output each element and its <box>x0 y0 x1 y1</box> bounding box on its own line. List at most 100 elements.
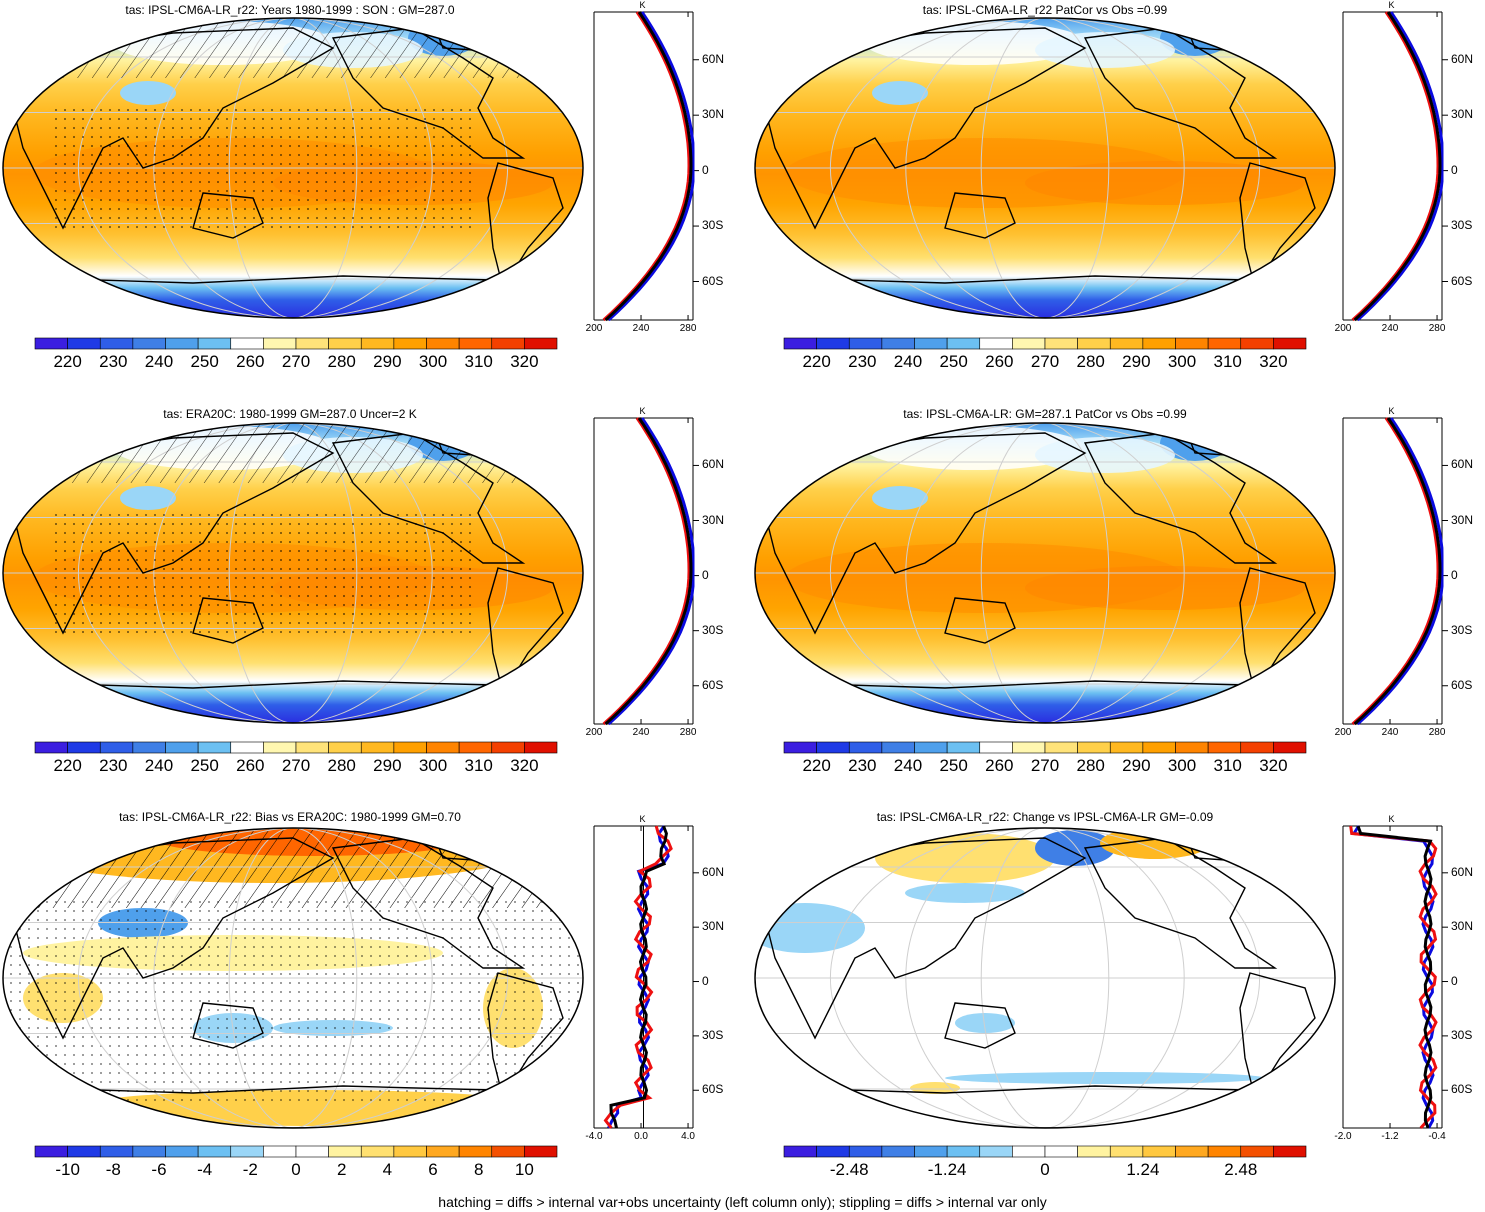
colorbar-swatch <box>881 741 915 754</box>
colorbar-tick-label: -1.24 <box>927 1160 967 1179</box>
colorbar-tick-label: 310 <box>464 756 493 775</box>
lat-tick-label: 0 <box>1451 973 1458 988</box>
lat-tick-label: 0 <box>702 162 709 177</box>
colorbar-swatch <box>165 337 199 350</box>
colorbar-tick-label: 240 <box>893 352 923 371</box>
profile-line <box>1356 417 1444 726</box>
colorbar-tick-label: 1.24 <box>1126 1160 1160 1179</box>
profile-x-tick: 4.0 <box>681 1131 695 1142</box>
colorbar-swatch <box>197 1145 232 1158</box>
profile-x-tick: 280 <box>679 323 697 334</box>
colorbar-tick-label: 300 <box>1167 352 1197 371</box>
colorbar-swatch <box>1207 741 1242 754</box>
profile-line <box>607 11 695 322</box>
colorbar-tick-label: 10 <box>514 1160 534 1179</box>
colorbar-tick-label: 320 <box>510 352 539 371</box>
map-panel-3 <box>2 422 584 724</box>
zonal-profile-4 <box>1342 417 1448 726</box>
coastline <box>331 837 526 969</box>
colorbar-swatch <box>458 337 493 350</box>
colorbar-tick-label: 230 <box>848 352 877 371</box>
profile-unit: K <box>639 406 646 416</box>
colorbar-swatch <box>328 1145 362 1158</box>
colorbar-swatch <box>393 337 427 350</box>
profile-x-tick: 200 <box>1334 727 1352 738</box>
colorbar-swatch <box>295 337 329 350</box>
lat-tick-label: 60S <box>1451 273 1473 288</box>
colorbar-swatch <box>914 741 948 754</box>
profile-x-tick: 240 <box>1381 727 1399 738</box>
colorbar-swatch <box>360 337 395 350</box>
colorbar-tick-label: 290 <box>373 756 402 775</box>
colorbar-swatch <box>946 741 981 754</box>
profile-line <box>607 825 670 1129</box>
colorbar-swatch <box>816 1145 850 1158</box>
profile-line <box>604 11 693 322</box>
colorbar-swatch <box>524 1145 558 1158</box>
colorbar-swatch <box>1142 1145 1176 1158</box>
profile-unit: K <box>1388 406 1395 416</box>
colorbar-swatch <box>914 1145 948 1158</box>
lat-tick-label: 0 <box>1451 162 1458 177</box>
colorbar-swatch <box>1012 1145 1046 1158</box>
colorbar-tick-label: 270 <box>281 756 311 775</box>
colorbar-tick-label: 240 <box>144 352 174 371</box>
colorbar-tick-label: 260 <box>236 352 265 371</box>
colorbar-swatch <box>979 1145 1013 1158</box>
map-panel-4 <box>754 422 1336 724</box>
lat-tick-label: 30S <box>702 1027 724 1042</box>
colorbar-swatch <box>1207 1145 1242 1158</box>
colorbar-swatch <box>426 337 460 350</box>
profile-x-tick: 240 <box>632 323 650 334</box>
profile-line <box>602 417 691 726</box>
coastline <box>764 837 1087 1040</box>
profile-line <box>1353 11 1442 322</box>
colorbar-tick-label: -2 <box>242 1160 258 1179</box>
colorbar-swatch <box>328 741 362 754</box>
lat-tick-label: 60S <box>702 1082 724 1097</box>
colorbar-tick-label: 320 <box>1259 756 1288 775</box>
coastline <box>944 597 1016 644</box>
zonal-profile-6 <box>1342 825 1448 1130</box>
panel-title-1: tas: IPSL-CM6A-LR_r22: Years 1980-1999 :… <box>125 3 455 17</box>
colorbar-swatch <box>230 337 264 350</box>
colorbar-swatch <box>491 1145 525 1158</box>
panel-title-3: tas: ERA20C: 1980-1999 GM=287.0 Uncer=2 … <box>163 407 417 421</box>
colorbar-swatch <box>165 741 199 754</box>
profile-line <box>603 825 673 1129</box>
lat-tick-label: 30N <box>702 512 725 527</box>
coastline <box>764 432 1087 635</box>
colorbar-tick-label: 220 <box>802 756 831 775</box>
lat-tick-label: 30S <box>1451 622 1473 637</box>
colorbar-tick-label: 250 <box>190 756 219 775</box>
coastline <box>1083 27 1278 159</box>
colorbar-swatch <box>1175 741 1209 754</box>
colorbar-swatch <box>99 1145 134 1158</box>
colorbar-tick-label: 230 <box>99 352 128 371</box>
colorbar-swatch <box>67 1145 101 1158</box>
lat-tick-label: 30S <box>1451 218 1473 233</box>
profile-unit: K <box>639 0 646 10</box>
map-panel-5 <box>2 827 584 1129</box>
colorbar-swatch <box>1240 741 1274 754</box>
colorbar-swatch <box>1109 741 1144 754</box>
colorbar-swatch <box>67 337 101 350</box>
panel-title-4: tas: IPSL-CM6A-LR: GM=287.1 PatCor vs Ob… <box>903 407 1187 421</box>
lat-tick-label: 60S <box>1451 1082 1473 1097</box>
profile-x-tick: 200 <box>1334 323 1352 334</box>
map-panel-1 <box>2 17 584 319</box>
profile-line <box>1356 825 1433 1129</box>
colorbar-tick-label: 320 <box>510 756 539 775</box>
panel-title-2: tas: IPSL-CM6A-LR_r22 PatCor vs Obs =0.9… <box>922 3 1168 17</box>
colorbar-tick-label: 290 <box>373 352 402 371</box>
profile-x-tick: 200 <box>585 727 603 738</box>
colorbar-tick-label: 270 <box>281 352 311 371</box>
colorbar-tick-label: 260 <box>236 756 265 775</box>
lat-tick-label: 60N <box>1451 864 1474 879</box>
profile-line <box>1349 825 1438 1130</box>
colorbar-tick-label: 8 <box>473 1160 484 1179</box>
colorbar-swatch <box>393 1145 427 1158</box>
colorbar-tick-label: 280 <box>327 756 356 775</box>
colorbar-swatch <box>295 741 329 754</box>
colorbar-tick-label: 6 <box>428 1160 438 1179</box>
